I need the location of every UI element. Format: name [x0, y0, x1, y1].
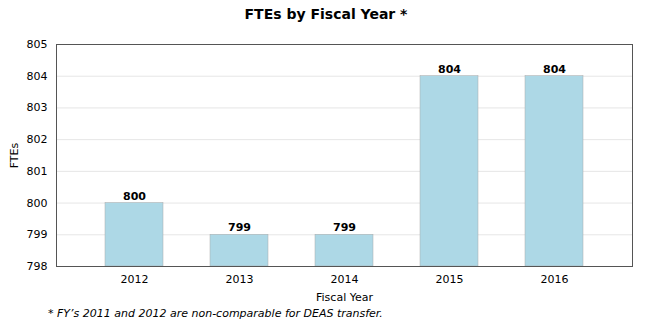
html-text:* FY’s 2011 and 2012 are non-c: * FY’s 2011 and 2012 are non-comparable …	[48, 307, 383, 320]
svg-text:2015: 2015	[436, 273, 464, 286]
html-text:FTEs by Fiscal Year *: FTEs by Fiscal Year *	[244, 6, 408, 22]
svg-text:804: 804	[27, 70, 48, 83]
svg-text:802: 802	[27, 133, 48, 146]
svg-text:805: 805	[27, 38, 48, 51]
svg-text:2016: 2016	[541, 273, 569, 286]
svg-text:804: 804	[543, 63, 566, 76]
svg-text:800: 800	[27, 197, 48, 210]
svg-text:2013: 2013	[226, 273, 254, 286]
svg-text:800: 800	[123, 190, 146, 203]
svg-text:799: 799	[27, 228, 48, 241]
svg-text:801: 801	[27, 165, 48, 178]
svg-text:804: 804	[438, 63, 461, 76]
svg-text:798: 798	[27, 260, 48, 273]
svg-text:799: 799	[333, 221, 356, 234]
svg-text:Fiscal Year: Fiscal Year	[316, 291, 373, 304]
svg-text:2012: 2012	[121, 273, 149, 286]
svg-text:2014: 2014	[331, 273, 359, 286]
svg-text:803: 803	[27, 101, 48, 114]
svg-text:799: 799	[228, 221, 251, 234]
svg-text:FTEs: FTEs	[8, 142, 21, 168]
